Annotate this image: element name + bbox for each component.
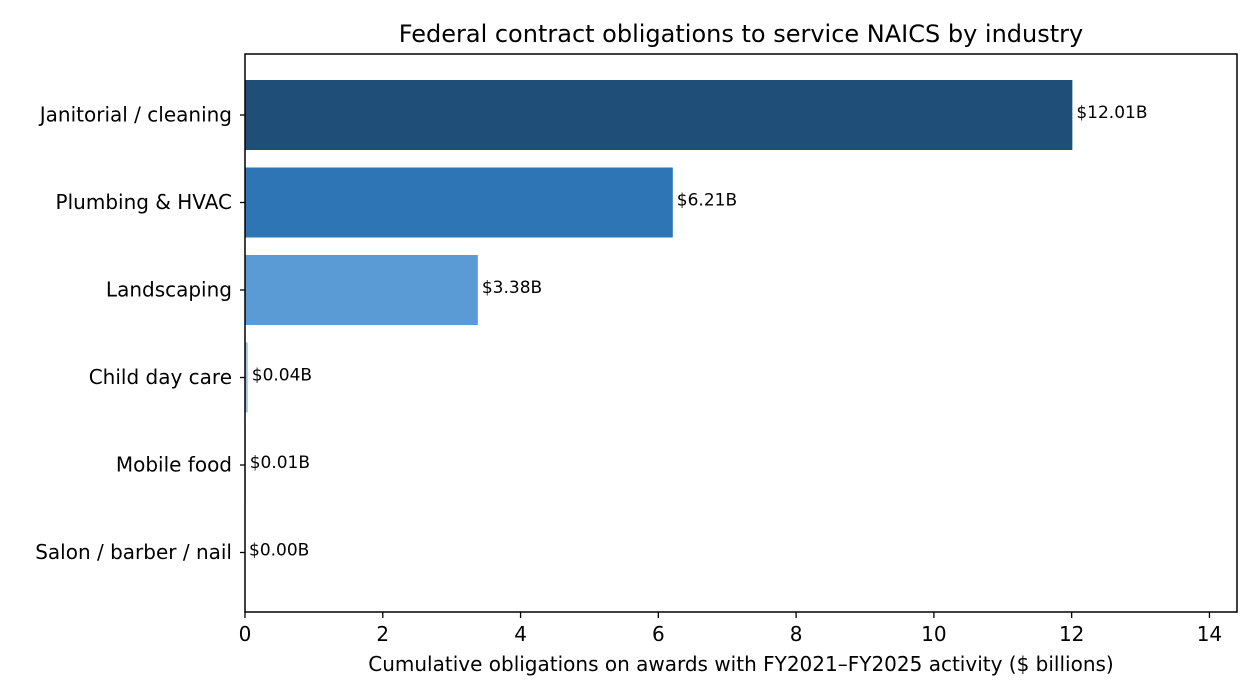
x-tick-label-10: 10 bbox=[921, 622, 946, 646]
y-tick-label-salon-barber-nail: Salon / barber / nail bbox=[35, 540, 232, 564]
x-tick-label-0: 0 bbox=[239, 622, 252, 646]
data-label-plumbing-hvac: $6.21B bbox=[677, 191, 737, 211]
y-tick-label-janitorial-cleaning: Janitorial / cleaning bbox=[38, 103, 232, 127]
x-axis-ticks: 0 2 4 6 8 10 12 14 bbox=[239, 612, 1222, 646]
data-label-salon-barber-nail: $0.00B bbox=[249, 541, 309, 561]
x-tick-label-8: 8 bbox=[790, 622, 803, 646]
bar-landscaping bbox=[245, 255, 478, 325]
data-label-janitorial-cleaning: $12.01B bbox=[1076, 103, 1147, 123]
y-tick-label-plumbing-hvac: Plumbing & HVAC bbox=[56, 190, 232, 214]
data-label-mobile-food: $0.01B bbox=[250, 453, 310, 473]
data-label-landscaping: $3.38B bbox=[482, 278, 542, 298]
bars-group bbox=[245, 80, 1073, 500]
chart-title: Federal contract obligations to service … bbox=[399, 20, 1084, 48]
x-tick-label-2: 2 bbox=[376, 622, 389, 646]
y-tick-label-landscaping: Landscaping bbox=[106, 278, 232, 302]
x-tick-label-12: 12 bbox=[1059, 622, 1084, 646]
x-tick-label-4: 4 bbox=[514, 622, 527, 646]
y-tick-label-child-day-care: Child day care bbox=[89, 365, 232, 389]
x-axis-label: Cumulative obligations on awards with FY… bbox=[368, 652, 1113, 676]
y-tick-label-mobile-food: Mobile food bbox=[116, 453, 232, 477]
x-tick-label-6: 6 bbox=[652, 622, 665, 646]
data-label-child-day-care: $0.04B bbox=[252, 366, 312, 386]
x-tick-label-14: 14 bbox=[1197, 622, 1222, 646]
bar-janitorial-cleaning bbox=[245, 80, 1073, 150]
y-axis-ticks: Janitorial / cleaning Plumbing & HVAC Land… bbox=[35, 103, 245, 564]
bar-child-day-care bbox=[245, 342, 248, 413]
data-labels-group: $12.01B $6.21B $3.38B $0.04B $0.01B $0.00B bbox=[249, 103, 1148, 561]
plot-area-frame bbox=[244, 53, 1238, 613]
bar-plumbing-hvac bbox=[245, 167, 673, 238]
